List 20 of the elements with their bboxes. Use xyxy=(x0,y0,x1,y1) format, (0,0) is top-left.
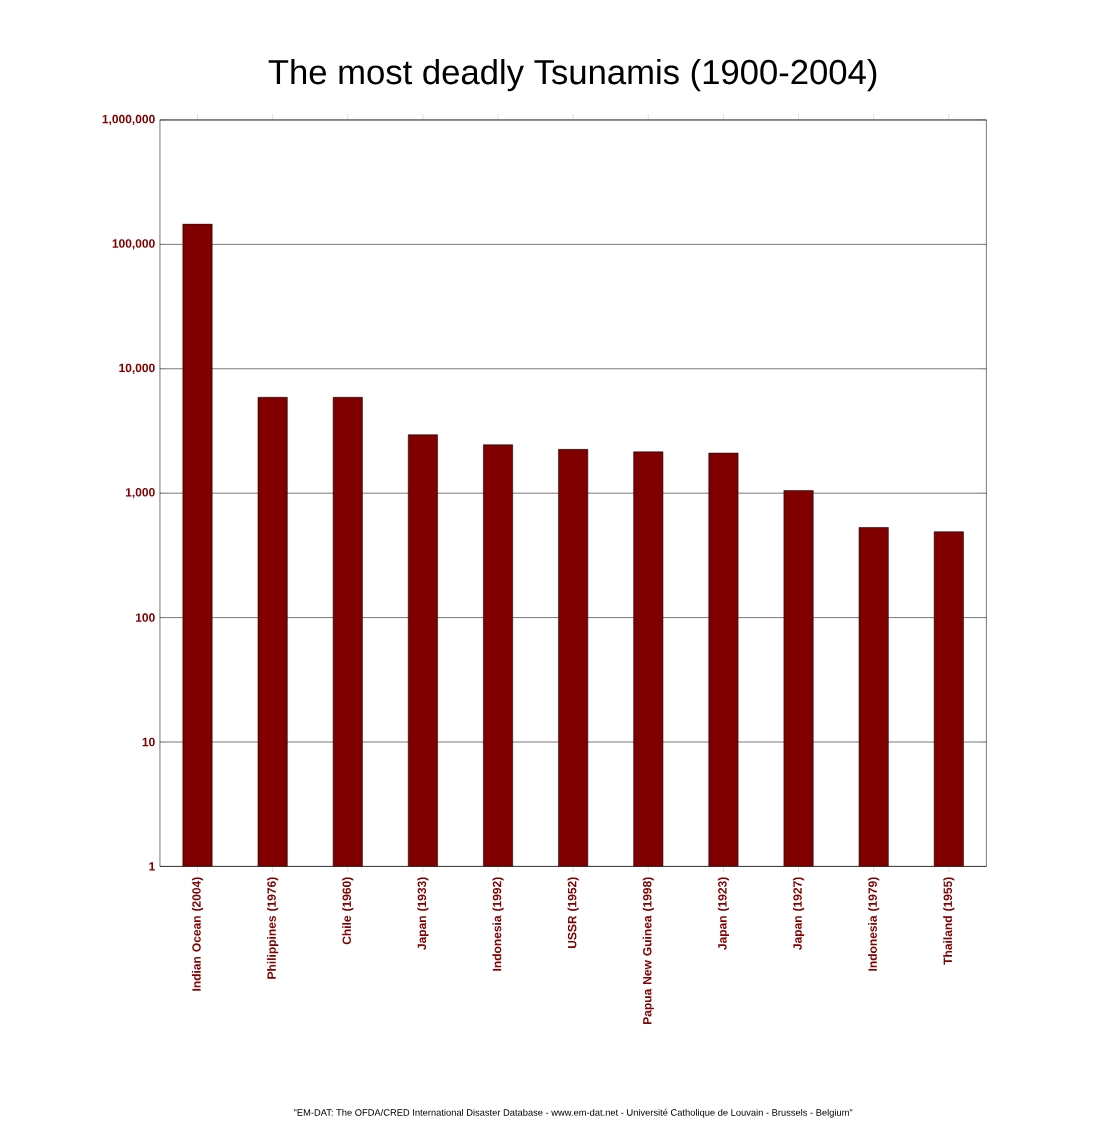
x-tick-label: Chile (1960) xyxy=(342,877,354,945)
y-tick-label: 1,000 xyxy=(125,488,155,499)
x-tick-label: Indonesia (1979) xyxy=(867,877,880,971)
x-tick-label: Papua New Guinea (1998) xyxy=(642,877,654,1025)
chart-title: The most deadly Tsunamis (1900-2004) xyxy=(268,58,877,92)
y-tick-label: 100,000 xyxy=(112,239,155,250)
y-tick-label: 10,000 xyxy=(119,363,155,374)
x-tick-label: Thailand (1955) xyxy=(943,877,955,965)
y-tick-label: 100 xyxy=(135,613,155,622)
x-tick-label: Japan (1923) xyxy=(717,877,729,950)
x-tick-label: Philippines (1976) xyxy=(266,877,279,979)
x-tick-label: Japan (1927) xyxy=(792,877,804,950)
x-tick-label: Japan (1933) xyxy=(417,877,429,950)
y-tick-label: 10 xyxy=(142,737,155,747)
x-tick-label: Indonesia (1992) xyxy=(492,877,504,971)
text: "EM-DAT: The OFDA/CRED International Disaster Database - www.em-dat.net - Université Catholique de Louvain - Brussels - Belgium" xyxy=(293,1108,853,1118)
x-tick-label: Indian Ocean (2004) xyxy=(191,877,203,991)
y-tick-label: 1,000,000 xyxy=(102,114,155,126)
x-tick-label: USSR (1952) xyxy=(567,877,579,949)
y-tick-label: 1 xyxy=(149,862,155,871)
